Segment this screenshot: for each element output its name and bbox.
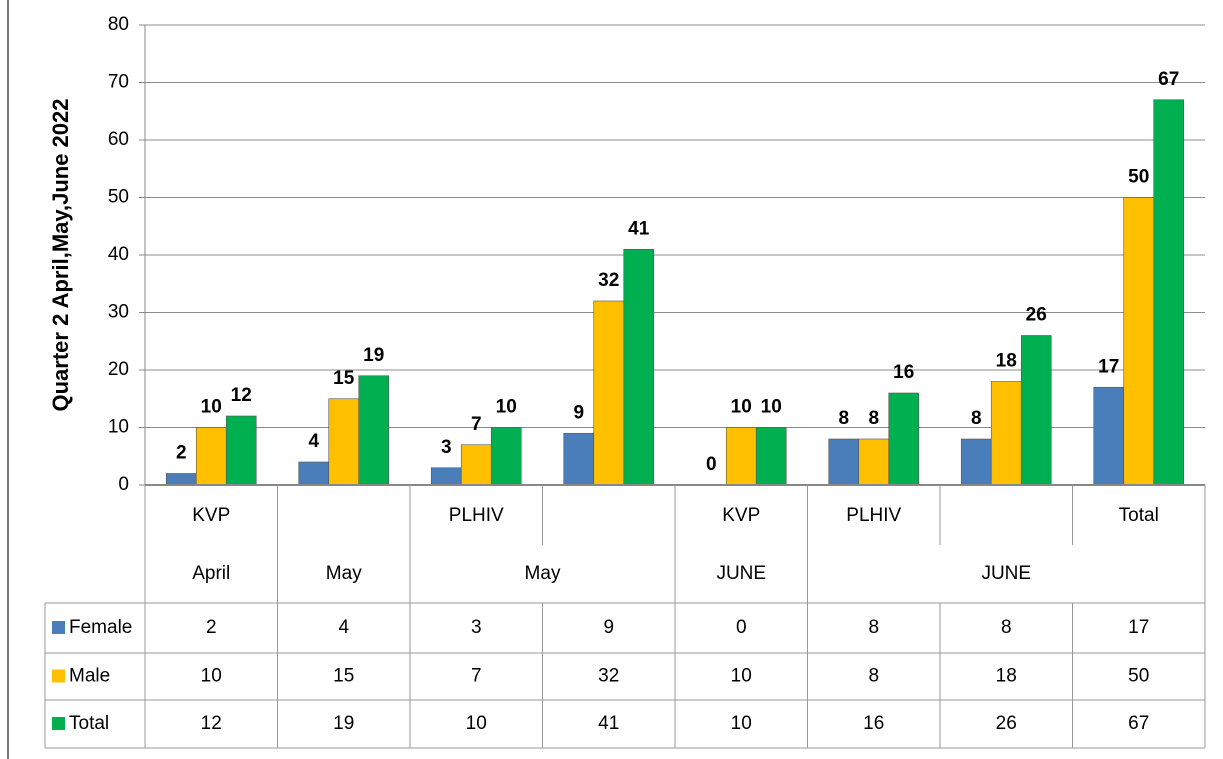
bar	[888, 392, 920, 486]
table-cell: 8	[868, 666, 879, 687]
table-cell: 10	[731, 713, 752, 734]
table-cell: 8	[868, 617, 879, 638]
data-label: 2	[176, 443, 187, 464]
table-cell: 0	[736, 617, 747, 638]
bar	[460, 444, 492, 486]
data-label: 8	[868, 408, 879, 429]
data-label: 32	[598, 270, 619, 291]
data-label: 67	[1158, 69, 1179, 90]
bar	[328, 398, 360, 486]
y-tick-label: 40	[108, 244, 129, 265]
table-cell: 10	[466, 713, 487, 734]
bar	[1123, 197, 1155, 486]
data-label: 12	[231, 385, 252, 406]
y-tick-label: 20	[108, 359, 129, 380]
bar	[623, 248, 655, 486]
data-label: 16	[893, 362, 914, 383]
bar	[828, 438, 860, 486]
legend-label: Male	[69, 666, 110, 687]
table-cell: 10	[731, 666, 752, 687]
group-label: May	[525, 563, 561, 584]
y-tick-label: 80	[108, 14, 129, 35]
legend-swatch	[52, 669, 65, 683]
y-tick-label: 60	[108, 129, 129, 150]
bar	[858, 438, 890, 486]
x-tick-label: PLHIV	[846, 505, 901, 526]
bar	[960, 438, 992, 486]
table-cell: 10	[201, 666, 222, 687]
bar	[430, 467, 462, 486]
bar	[755, 427, 787, 486]
data-label: 8	[971, 408, 982, 429]
bar	[165, 473, 197, 486]
bar	[195, 427, 227, 486]
bar	[725, 427, 757, 486]
data-label: 10	[731, 397, 752, 418]
table-cell: 67	[1128, 713, 1149, 734]
data-label: 10	[201, 397, 222, 418]
table-cell: 2	[206, 617, 217, 638]
legend-label: Total	[69, 713, 109, 734]
x-tick-label: PLHIV	[449, 505, 504, 526]
table-cell: 12	[201, 713, 222, 734]
table-cell: 3	[471, 617, 482, 638]
table-cell: 8	[1001, 617, 1012, 638]
bar	[1093, 386, 1125, 486]
group-label: May	[326, 563, 362, 584]
data-label: 0	[706, 454, 717, 475]
bar	[990, 381, 1022, 486]
x-tick-label: KVP	[192, 505, 230, 526]
data-label: 8	[838, 408, 849, 429]
data-label: 26	[1026, 305, 1047, 326]
group-label: JUNE	[981, 563, 1031, 584]
data-label: 10	[761, 397, 782, 418]
y-tick-label: 70	[108, 72, 129, 93]
group-label: JUNE	[716, 563, 766, 584]
bar	[1020, 335, 1052, 486]
y-tick-label: 30	[108, 302, 129, 323]
data-label: 15	[333, 368, 355, 389]
data-label: 7	[471, 414, 482, 435]
x-tick-label: Total	[1119, 505, 1159, 526]
bar	[358, 375, 390, 486]
y-tick-label: 50	[108, 187, 129, 208]
data-label: 41	[628, 218, 650, 239]
table-cell: 16	[863, 713, 884, 734]
data-label: 3	[441, 437, 452, 458]
data-label: 50	[1128, 167, 1149, 188]
table-cell: 15	[333, 666, 354, 687]
bar	[225, 415, 257, 486]
table-cell: 26	[996, 713, 1017, 734]
data-label: 4	[308, 431, 319, 452]
table-cell: 7	[471, 666, 482, 687]
table-cell: 50	[1128, 666, 1149, 687]
x-tick-label: KVP	[722, 505, 760, 526]
table-cell: 9	[603, 617, 614, 638]
table-cell: 18	[996, 666, 1017, 687]
group-label: April	[192, 563, 230, 584]
data-label: 17	[1098, 356, 1119, 377]
data-label: 18	[996, 351, 1017, 372]
bar	[593, 300, 625, 486]
bar	[1153, 99, 1185, 486]
bar	[490, 427, 522, 486]
table-cell: 4	[338, 617, 349, 638]
bar	[563, 432, 595, 486]
legend-swatch	[52, 621, 65, 634]
data-label: 9	[573, 402, 584, 423]
y-axis-title: Quarter 2 April,May,June 2022	[48, 98, 73, 411]
table-cell: 41	[598, 713, 619, 734]
bar	[298, 461, 330, 486]
y-tick-label: 10	[108, 417, 129, 438]
table-cell: 32	[598, 666, 619, 687]
y-tick-label: 0	[118, 474, 129, 495]
data-label: 10	[496, 397, 517, 418]
legend-swatch	[52, 717, 65, 730]
table-cell: 17	[1128, 617, 1149, 638]
data-label: 19	[363, 345, 384, 366]
legend-label: Female	[69, 617, 132, 638]
table-cell: 19	[333, 713, 354, 734]
